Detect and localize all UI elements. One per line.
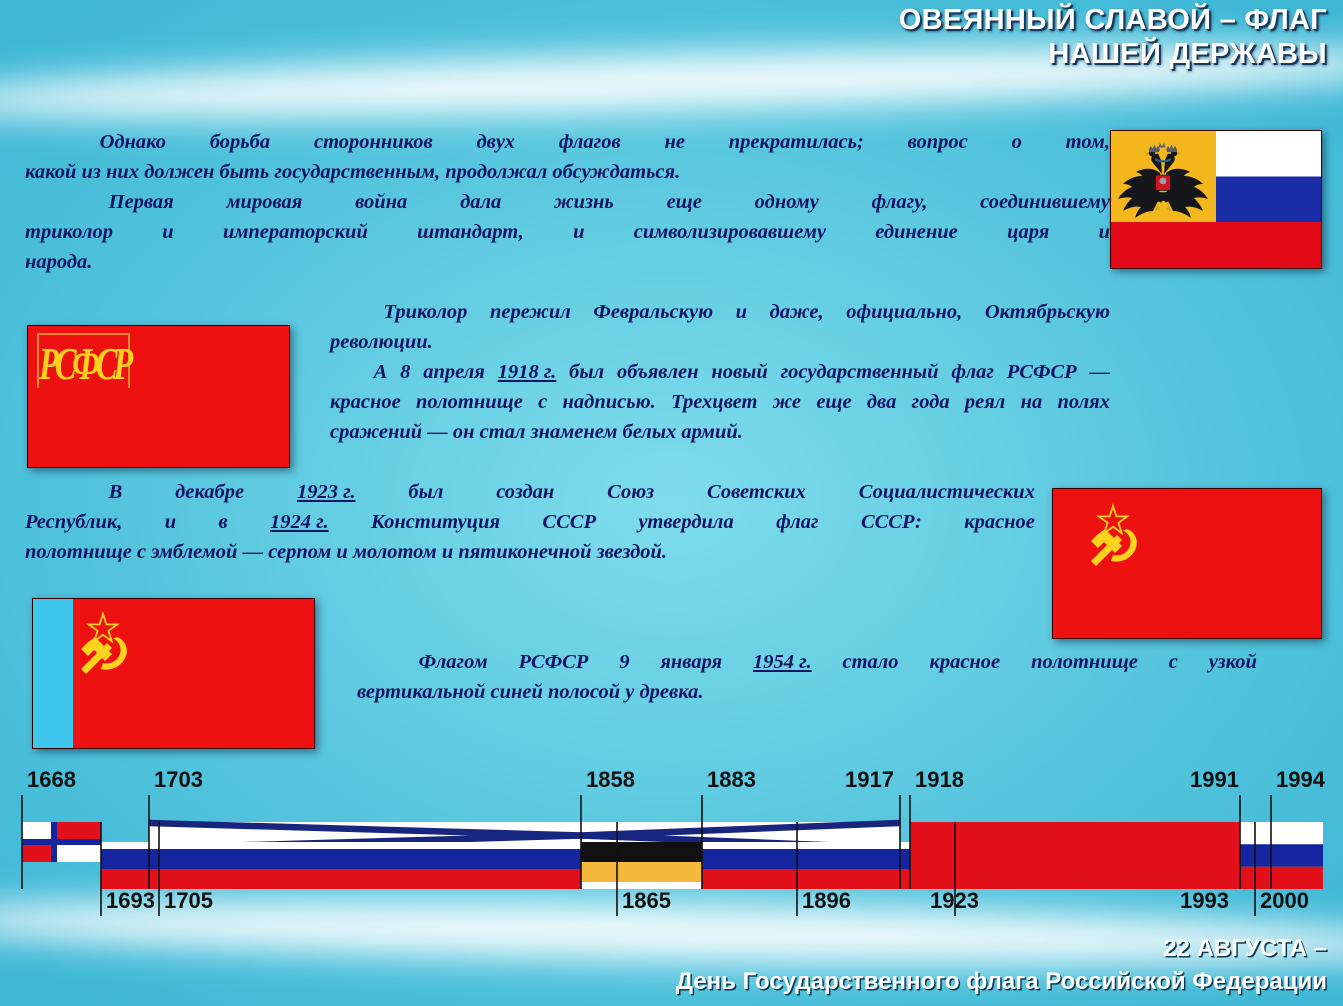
svg-text:1917: 1917	[845, 767, 894, 792]
svg-text:1896: 1896	[802, 888, 851, 913]
svg-text:1918: 1918	[915, 767, 964, 792]
svg-text:РСФСР: РСФСР	[38, 338, 134, 389]
svg-text:1668: 1668	[27, 767, 76, 792]
svg-text:1993: 1993	[1180, 888, 1229, 913]
svg-text:1703: 1703	[154, 767, 203, 792]
svg-text:2000: 2000	[1260, 888, 1309, 913]
svg-text:1994: 1994	[1276, 767, 1326, 792]
svg-text:1705: 1705	[164, 888, 213, 913]
svg-text:1883: 1883	[707, 767, 756, 792]
svg-text:1858: 1858	[586, 767, 635, 792]
svg-text:1923: 1923	[930, 888, 979, 913]
svg-text:1693: 1693	[106, 888, 155, 913]
svg-text:1991: 1991	[1190, 767, 1239, 792]
svg-text:1865: 1865	[622, 888, 671, 913]
